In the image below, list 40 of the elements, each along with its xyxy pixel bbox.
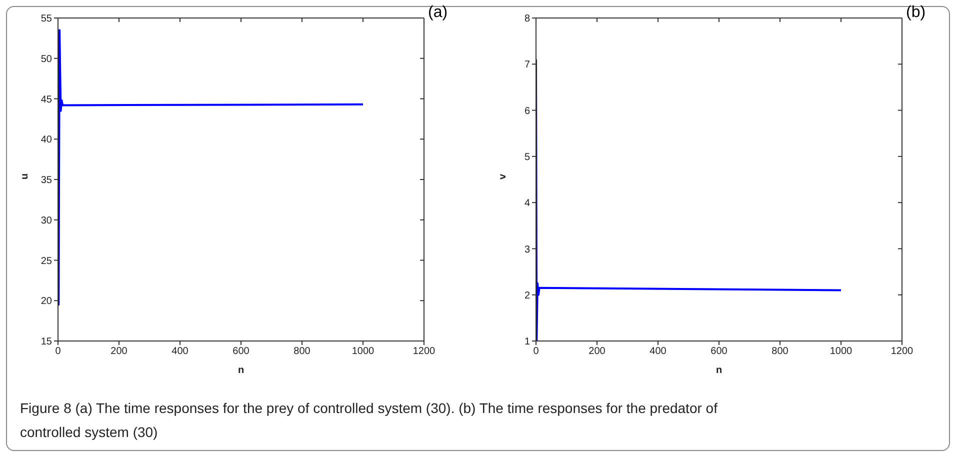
line-series [536,58,842,341]
x-tick-label: 1200 [412,346,436,358]
x-tick-label: 600 [232,346,250,358]
y-tick-label: 7 [524,60,530,71]
y-tick-label: 30 [40,215,52,226]
y-tick-label: 25 [40,256,52,267]
text: (b) [906,4,926,22]
x-tick-label: 200 [588,346,606,358]
y-axis-title: u [20,173,31,180]
text: (a) [428,4,448,22]
line-series [58,29,364,306]
x-tick-label: 1200 [890,346,914,358]
y-tick-label: 2 [524,290,530,302]
x-tick-label: 1000 [352,346,375,358]
x-tick-label: 400 [172,346,189,358]
y-tick-label: 20 [40,296,52,308]
y-tick-label: 35 [40,175,52,186]
x-tick-label: 600 [710,346,728,358]
x-axis-title: n [716,365,722,376]
y-axis-title: v [498,174,509,180]
y-tick-label: 50 [40,54,52,65]
y-tick-label: 8 [524,14,530,25]
y-tick-label: 55 [40,14,52,25]
y-tick-label: 3 [524,244,530,256]
x-tick-label: 800 [294,346,311,358]
x-tick-label: 200 [110,346,128,358]
x-tick-label: 400 [650,346,667,358]
x-tick-label: 0 [55,346,62,358]
y-tick-label: 1 [524,336,530,348]
y-tick-label: 6 [524,106,530,117]
x-tick-label: 800 [772,346,789,358]
x-tick-label: 1000 [830,346,853,358]
y-tick-label: 45 [40,94,52,106]
y-tick-label: 40 [40,134,52,146]
y-tick-label: 4 [524,198,530,210]
y-tick-label: 5 [524,152,530,163]
x-axis-title: n [238,365,244,376]
x-tick-label: 0 [533,346,540,358]
caption: Figure 8 (a) The time responses for the prey of controlled system (30). (b) The time responses for the predator of controlled system (30) [20,399,718,442]
y-tick-label: 15 [40,336,52,348]
